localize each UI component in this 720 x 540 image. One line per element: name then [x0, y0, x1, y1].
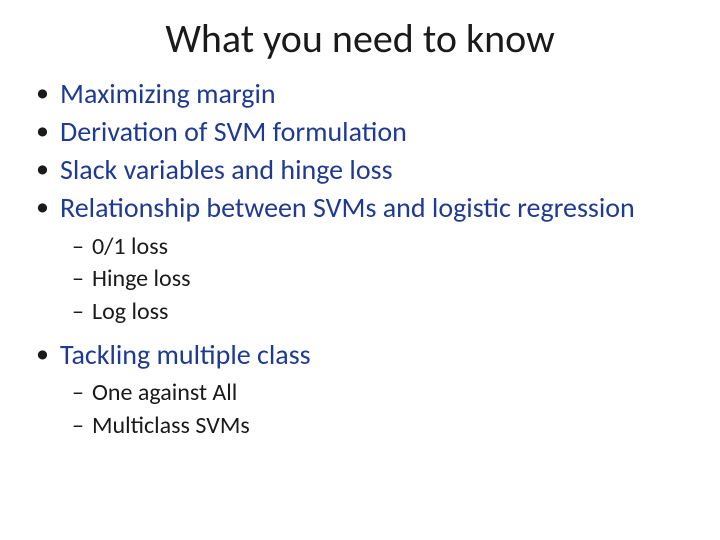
sub-item: Hinge loss [72, 264, 710, 295]
bullet-item: Tackling multiple class [32, 338, 702, 372]
bullet-item: Maximizing margin [32, 77, 702, 111]
bullet-item: Relationship between SVMs and logistic r… [32, 191, 702, 225]
sub-text: 0/1 loss [92, 232, 168, 261]
slide-title: What you need to know [10, 14, 710, 63]
bullet-item: Slack variables and hinge loss [32, 153, 702, 187]
sub-item: One against All [72, 378, 710, 409]
sub-text: One against All [92, 378, 237, 407]
bullet-item: Derivation of SVM formulation [32, 115, 702, 149]
bullet-text: Derivation of SVM formulation [60, 114, 407, 149]
sub-text: Multiclass SVMs [92, 411, 250, 440]
sub-item: 0/1 loss [72, 232, 710, 263]
sub-list-b: One against All Multiclass SVMs [10, 378, 710, 441]
bullet-text: Maximizing margin [60, 76, 276, 111]
slide: What you need to know Maximizing margin … [0, 0, 720, 540]
sub-text: Log loss [92, 297, 168, 326]
bullet-list-1: Maximizing margin Derivation of SVM form… [10, 77, 710, 226]
bullet-text: Tackling multiple class [60, 337, 311, 372]
sub-list-a: 0/1 loss Hinge loss Log loss [10, 232, 710, 328]
sub-text: Hinge loss [92, 264, 190, 293]
bullet-text: Slack variables and hinge loss [60, 152, 393, 187]
bullet-text: Relationship between SVMs and logistic r… [60, 190, 635, 225]
sub-item: Log loss [72, 297, 710, 328]
sub-item: Multiclass SVMs [72, 411, 710, 442]
bullet-list-2: Tackling multiple class [10, 338, 710, 372]
